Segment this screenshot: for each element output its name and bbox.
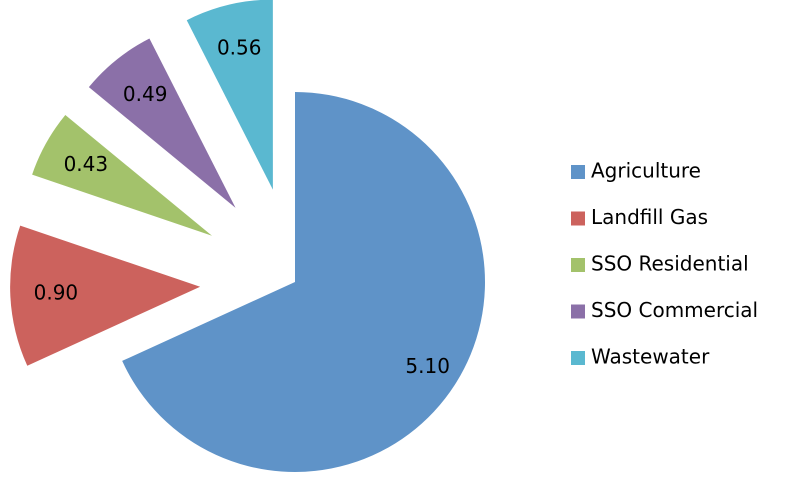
pie-slice: [122, 92, 485, 473]
legend-label: SSO Residential: [591, 252, 749, 276]
legend-swatch: [571, 258, 585, 272]
pie-slice: [32, 115, 213, 236]
pie-slice: [88, 38, 236, 208]
legend-label: Agriculture: [591, 159, 701, 183]
data-label: 0.56: [217, 36, 262, 60]
data-label: 0.90: [34, 281, 79, 305]
data-label: 0.43: [64, 152, 109, 176]
legend-label: SSO Commercial: [591, 298, 758, 322]
pie-slice: [10, 225, 201, 366]
legend-swatch: [571, 211, 585, 226]
data-label: 0.49: [123, 82, 168, 106]
legend-swatch: [571, 304, 585, 319]
legend-label: Landfill Gas: [591, 205, 708, 229]
legend-label: Wastewater: [591, 345, 710, 369]
legend-swatch: [571, 165, 585, 179]
data-label: 5.10: [405, 354, 450, 378]
legend-swatch: [571, 351, 585, 365]
pie-slice: [186, 0, 273, 190]
